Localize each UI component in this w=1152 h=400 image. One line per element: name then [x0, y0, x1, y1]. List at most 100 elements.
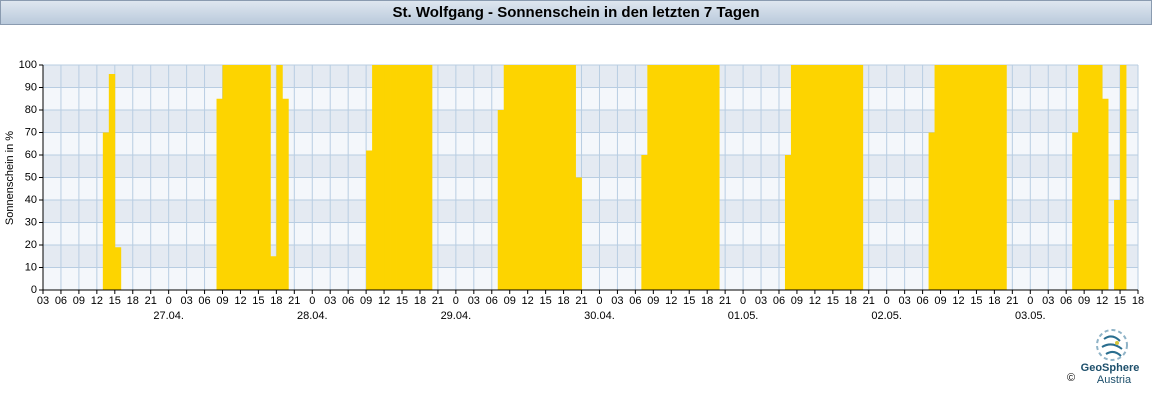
bar: [539, 65, 547, 290]
bar: [108, 74, 116, 290]
day-label: 01.05.: [728, 310, 759, 322]
x-tick-label: 21: [432, 295, 444, 307]
bar: [982, 65, 989, 290]
bar: [1120, 65, 1127, 290]
bar: [402, 65, 409, 290]
x-tick-label: 15: [970, 295, 982, 307]
bar: [671, 65, 678, 290]
x-tick-label: 09: [504, 295, 516, 307]
bar: [653, 65, 660, 290]
bar: [976, 65, 983, 290]
x-tick-label: 06: [916, 295, 928, 307]
bar: [533, 65, 541, 290]
bar: [964, 65, 971, 290]
grid-band: [43, 110, 1138, 133]
y-tick-label: 50: [25, 171, 37, 183]
bar: [527, 65, 535, 290]
bar: [928, 132, 935, 290]
bar: [832, 65, 840, 290]
bar: [958, 65, 965, 290]
x-tick-label: 15: [396, 295, 408, 307]
y-tick-label: 60: [25, 149, 37, 161]
bar: [503, 65, 511, 290]
copyright: ©: [1067, 372, 1075, 384]
x-tick-label: 12: [378, 295, 390, 307]
x-tick-label: 03: [180, 295, 192, 307]
bar: [796, 65, 804, 290]
bar: [497, 110, 505, 290]
y-tick-label: 90: [25, 81, 37, 93]
bar: [563, 65, 570, 290]
bar: [246, 65, 253, 290]
bar: [1084, 65, 1091, 290]
x-tick-label: 09: [647, 295, 659, 307]
bar: [934, 65, 941, 290]
x-tick-label: 18: [270, 295, 282, 307]
x-tick-label: 0: [309, 295, 315, 307]
bar: [707, 65, 714, 290]
bar: [1090, 65, 1097, 290]
y-tick-label: 0: [31, 284, 37, 296]
logo: [1096, 329, 1128, 361]
bar: [1072, 132, 1079, 290]
title-bar: [0, 0, 1152, 25]
chart-title: St. Wolfgang - Sonnenschein in den letzt…: [393, 4, 760, 21]
bar: [419, 65, 427, 290]
bar: [378, 65, 385, 290]
bar: [946, 65, 953, 290]
x-tick-label: 21: [288, 295, 300, 307]
bar: [372, 65, 379, 290]
day-label: 03.05.: [1015, 310, 1046, 322]
x-tick-label: 06: [486, 295, 498, 307]
x-tick-label: 21: [719, 295, 731, 307]
x-tick-label: 12: [234, 295, 246, 307]
x-tick-label: 12: [809, 295, 821, 307]
x-tick-label: 18: [414, 295, 426, 307]
bar: [102, 132, 110, 290]
bar: [557, 65, 564, 290]
x-tick-label: 21: [145, 295, 157, 307]
x-tick-label: 06: [198, 295, 210, 307]
x-tick-label: 0: [884, 295, 890, 307]
bar: [689, 65, 696, 290]
y-tick-label: 70: [25, 126, 37, 138]
bar: [384, 65, 391, 290]
grid-band: [43, 177, 1138, 200]
x-tick-label: 03: [611, 295, 623, 307]
y-tick-label: 20: [25, 239, 37, 251]
bar: [647, 65, 654, 290]
day-label: 27.04.: [153, 310, 184, 322]
grid-band: [43, 200, 1138, 223]
x-tick-label: 15: [1114, 295, 1126, 307]
x-tick-label: 03: [899, 295, 911, 307]
x-tick-label: 0: [453, 295, 459, 307]
bar: [425, 65, 433, 290]
bar: [396, 65, 403, 290]
logo-name: GeoSphere: [1081, 362, 1140, 374]
x-tick-label: 15: [827, 295, 839, 307]
bar: [390, 65, 397, 290]
x-tick-label: 21: [863, 295, 875, 307]
bar: [1078, 65, 1085, 290]
day-label: 28.04.: [297, 310, 328, 322]
x-tick-label: 12: [665, 295, 677, 307]
grid-band: [43, 65, 1138, 88]
bar: [808, 65, 816, 290]
bar: [1000, 65, 1007, 290]
x-tick-label: 15: [252, 295, 264, 307]
x-tick-label: 09: [791, 295, 803, 307]
x-tick-label: 18: [988, 295, 1000, 307]
bar: [701, 65, 708, 290]
x-tick-label: 18: [557, 295, 569, 307]
x-tick-label: 15: [683, 295, 695, 307]
bar: [216, 98, 223, 290]
y-tick-label: 40: [25, 194, 37, 206]
bar: [264, 65, 271, 290]
bar: [952, 65, 959, 290]
x-tick-label: 18: [845, 295, 857, 307]
bar: [790, 65, 798, 290]
x-tick-label: 06: [629, 295, 641, 307]
bar: [659, 65, 666, 290]
